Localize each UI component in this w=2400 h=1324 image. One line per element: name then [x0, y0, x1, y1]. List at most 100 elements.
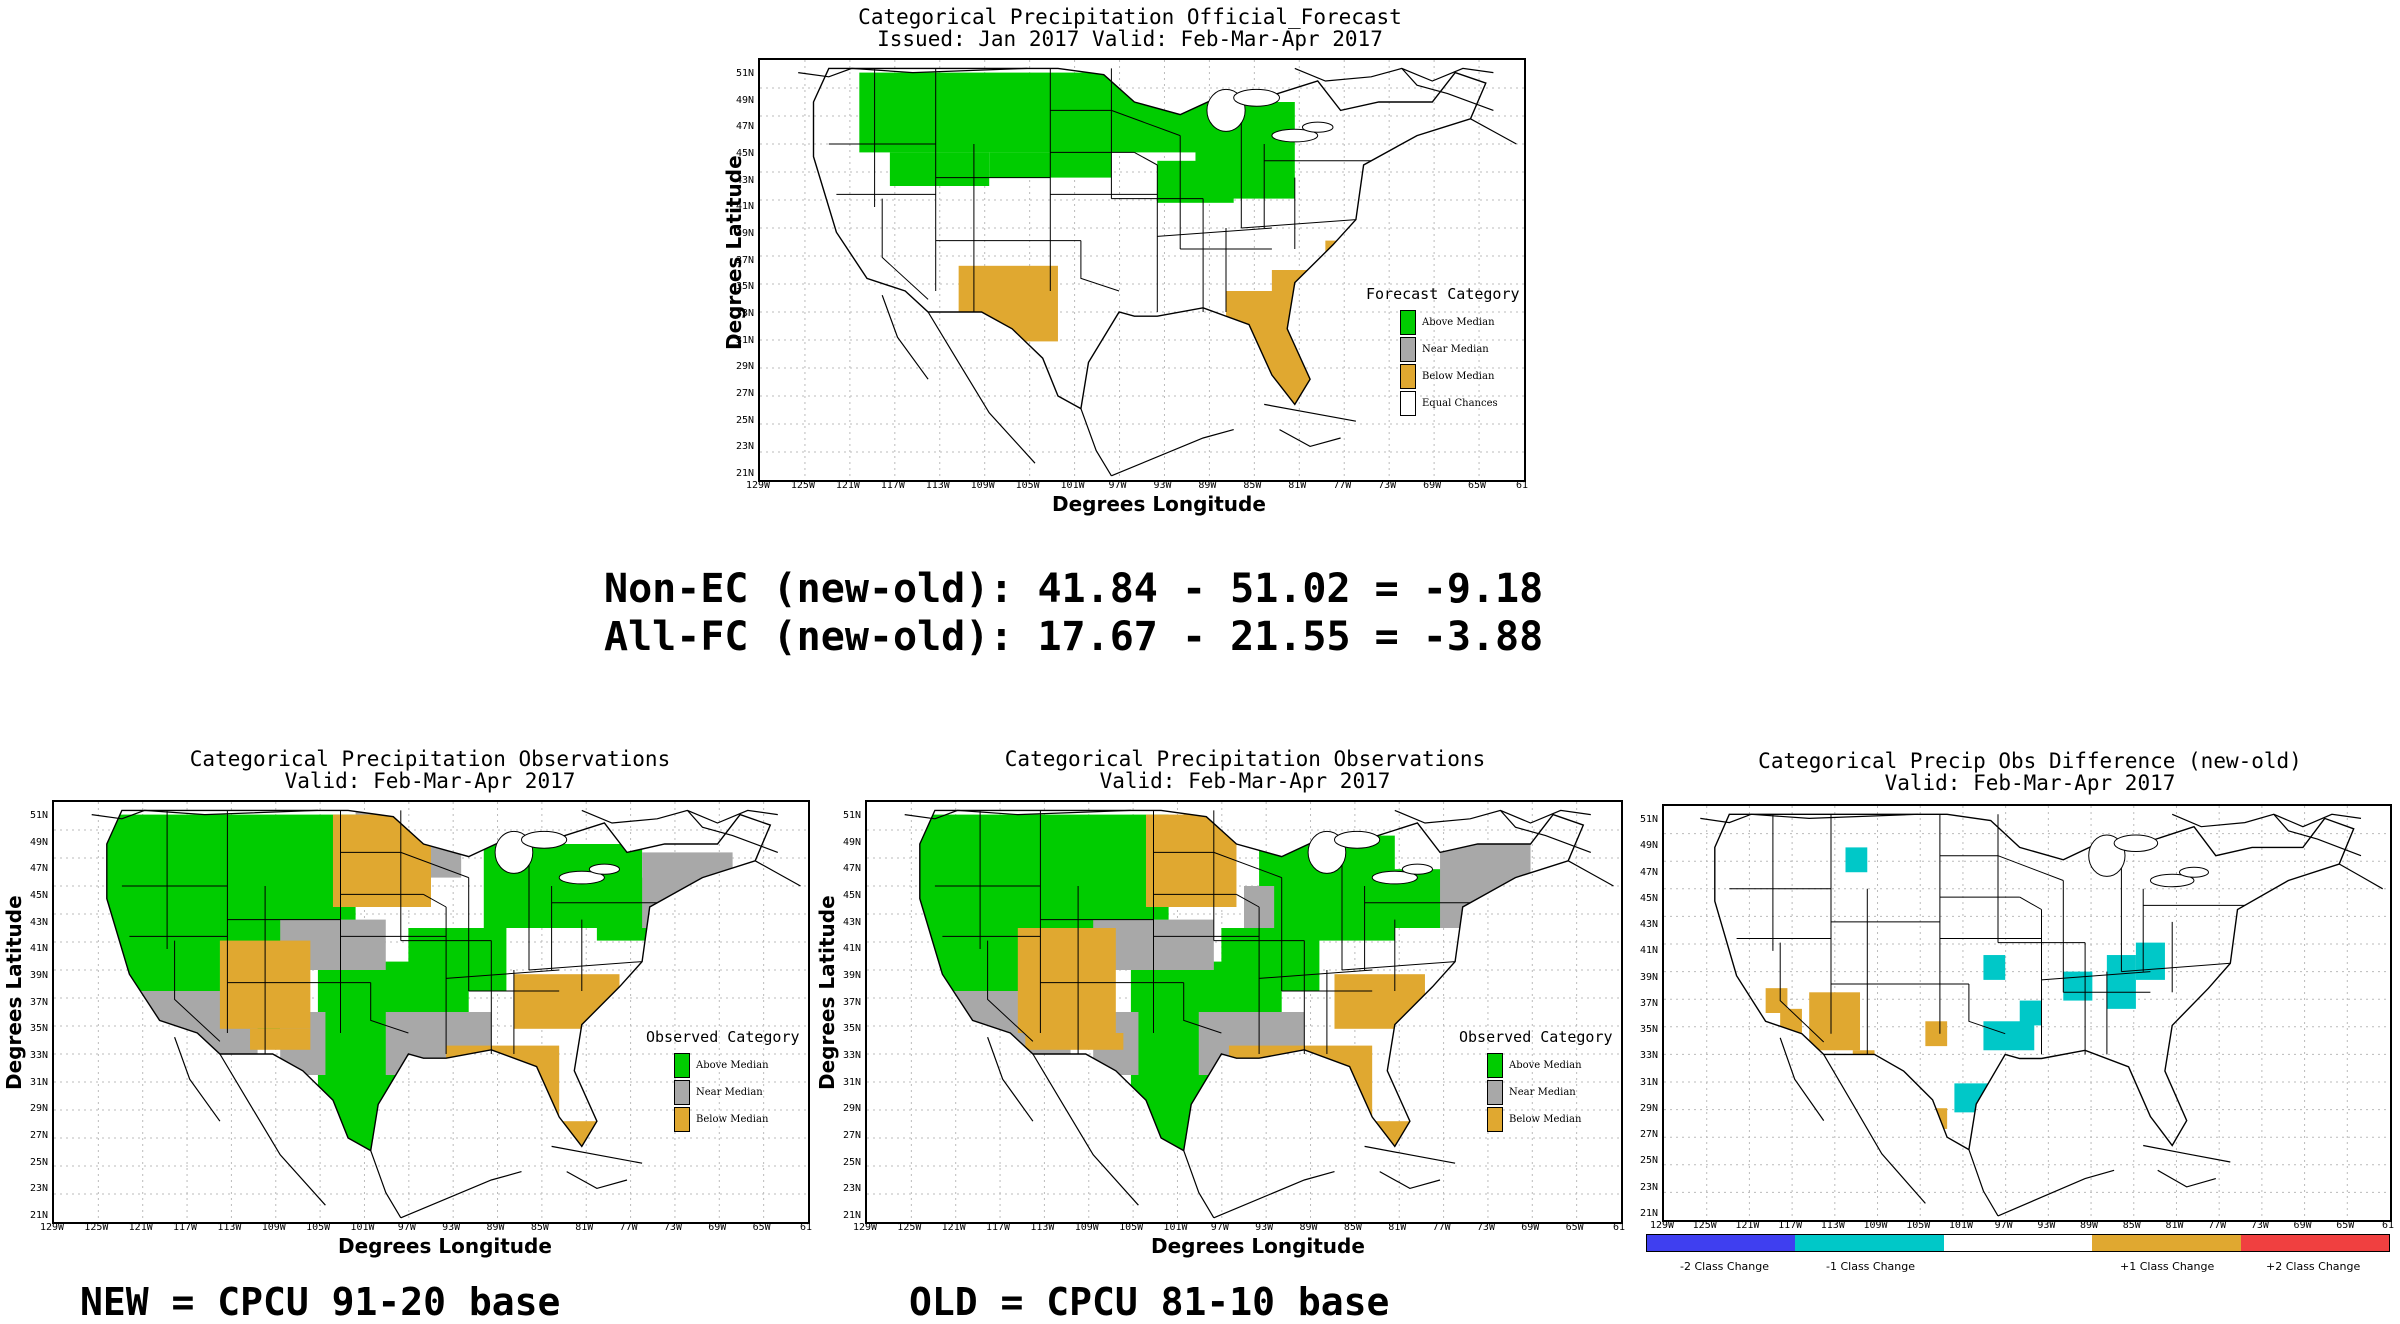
lat-tick-label: 51N — [1639, 814, 1658, 825]
cbar-minus1 — [1795, 1235, 1944, 1251]
lon-tick-label: 89W — [486, 1222, 505, 1233]
lon-tick-label: 125W — [84, 1222, 109, 1233]
lon-tick-label: 109W — [261, 1222, 286, 1233]
coastline — [370, 1150, 402, 1219]
category-cell — [408, 928, 507, 991]
coastline — [581, 809, 778, 824]
lat-tick-label: 43N — [735, 174, 754, 186]
lon-tick-label: 113W — [925, 480, 950, 491]
forecast-legend: Forecast Category Above Median Near Medi… — [1366, 285, 1520, 417]
category-cell — [1852, 1050, 1875, 1063]
coastline — [1032, 1053, 1139, 1206]
cbar-zero — [1943, 1235, 2093, 1251]
lat-tick-label: 21N — [735, 468, 754, 479]
obs-new-map-svg — [54, 802, 808, 1222]
coastline — [219, 1053, 326, 1206]
cbar-label-p1: +1 Class Change — [2120, 1260, 2215, 1273]
lat-tick-label: 47N — [29, 863, 48, 875]
category-cell — [1925, 1021, 1948, 1047]
coastline — [1080, 408, 1112, 477]
coastline — [1111, 429, 1234, 477]
lon-tick-label: 85W — [2122, 1220, 2141, 1231]
category-cell — [596, 877, 650, 941]
lon-tick-label: 65W — [2336, 1220, 2355, 1231]
diff-colorbar — [1646, 1234, 2390, 1252]
obs-old-map — [865, 800, 1623, 1224]
lon-tick-label: 125W — [790, 480, 815, 491]
coastline — [2273, 813, 2362, 857]
lat-tick-label: 27N — [1639, 1129, 1658, 1141]
lon-tick-label: 121W — [835, 480, 860, 491]
lon-tick-label: 81W — [1288, 480, 1307, 491]
lat-tick-label: 43N — [842, 916, 861, 928]
category-cell — [943, 320, 990, 342]
lat-tick-label: 25N — [29, 1156, 48, 1168]
diff-panel: Categorical Precip Obs Difference (new-o… — [1630, 740, 2400, 1306]
coastline — [904, 809, 1131, 820]
coastline — [927, 311, 1036, 464]
legend-near: Near Median — [1487, 1079, 1613, 1106]
coastline — [2157, 1169, 2216, 1188]
lon-tick-label: 73W — [1378, 480, 1397, 491]
category-cell — [889, 152, 990, 186]
category-cell — [332, 814, 431, 907]
legend-equal: Equal Chances — [1400, 390, 1520, 417]
lon-tick-label: 125W — [897, 1222, 922, 1233]
lat-tick-label: 39N — [1639, 971, 1658, 983]
lon-tick-label: 85W — [530, 1222, 549, 1233]
obs-old-map-svg — [867, 802, 1621, 1222]
category-cell — [1845, 847, 1868, 873]
lon-tick-label: 93W — [442, 1222, 461, 1233]
lat-tick-label: 39N — [29, 970, 48, 981]
lon-tick-label: 61 — [2381, 1220, 2395, 1231]
lon-tick-label: 89W — [2080, 1220, 2099, 1231]
lat-tick-label: 29N — [842, 1103, 861, 1115]
coastline — [1379, 1171, 1441, 1190]
lon-tick-label: 97W — [397, 1222, 416, 1233]
obs-old-caption: OLD = CPCU 81-10 base — [909, 1280, 1390, 1324]
lon-tick-label: 101W — [1163, 1222, 1188, 1233]
coastline — [2338, 863, 2383, 890]
obs-new-map — [52, 800, 810, 1224]
coastline — [1567, 860, 1614, 887]
coastline — [1213, 1171, 1335, 1219]
obs-old-xlabel: Degrees Longitude — [1151, 1234, 1365, 1258]
lake — [1371, 870, 1418, 885]
lat-tick-label: 43N — [29, 916, 48, 928]
lon-tick-label: 121W — [128, 1222, 153, 1233]
category-cell — [1025, 1033, 1124, 1050]
lat-tick-label: 45N — [29, 890, 48, 901]
lat-tick-label: 47N — [842, 863, 861, 875]
state-boundaries — [121, 810, 658, 1054]
legend-near: Near Median — [674, 1079, 800, 1106]
map-grid — [760, 60, 1524, 480]
lon-tick-label: 129W — [852, 1222, 878, 1233]
lon-tick-label: 65W — [752, 1222, 771, 1233]
lat-tick-label: 45N — [735, 148, 754, 159]
lon-tick-label: 69W — [2293, 1220, 2312, 1231]
lon-tick-label: 81W — [575, 1222, 594, 1233]
lat-tick-label: 23N — [29, 1183, 48, 1195]
lat-tick-label: 41N — [29, 943, 48, 955]
category-cell — [2092, 1128, 2122, 1150]
lat-tick-label: 21N — [29, 1210, 48, 1221]
lake — [1271, 128, 1319, 143]
category-cell — [1809, 992, 1861, 1051]
obs-new-xlabel: Degrees Longitude — [338, 1234, 552, 1258]
lake — [520, 830, 568, 849]
category-cell — [2019, 1000, 2042, 1026]
lat-tick-label: 49N — [1639, 840, 1658, 852]
category-cell — [1226, 404, 1265, 409]
category-cell — [431, 810, 462, 878]
lon-tick-label: 97W — [1108, 480, 1127, 491]
forecast-xlabel: Degrees Longitude — [1052, 492, 1266, 516]
lat-tick-label: 49N — [735, 94, 754, 106]
lat-tick-label: 31N — [842, 1076, 861, 1088]
category-cell — [1157, 160, 1234, 203]
coastline — [91, 809, 318, 820]
lon-tick-label: 113W — [217, 1222, 242, 1233]
lake — [1401, 863, 1433, 875]
lon-tick-label: 73W — [663, 1222, 682, 1233]
coastline — [2171, 813, 2362, 828]
state-boundaries — [828, 68, 1372, 312]
